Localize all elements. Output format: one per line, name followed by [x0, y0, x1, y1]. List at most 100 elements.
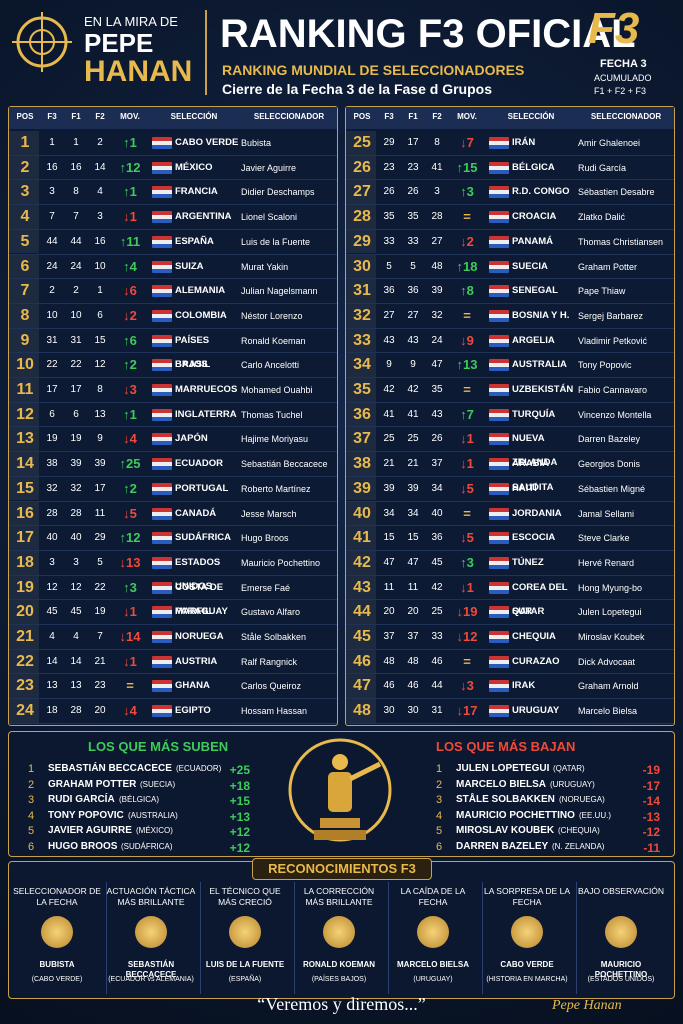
pos: 21	[16, 628, 34, 645]
f3: 43	[383, 334, 395, 346]
f3: 47	[383, 556, 395, 568]
f1: 36	[407, 285, 419, 297]
pos: 39	[353, 479, 371, 497]
row-line	[9, 253, 337, 255]
mover-country: (URUGUAY)	[550, 779, 595, 789]
pos-cell	[346, 303, 376, 328]
mover-country: (N. ZELANDA)	[552, 841, 605, 851]
movement: ↑13	[456, 357, 478, 373]
award-icon	[511, 916, 543, 948]
movement: ↑4	[123, 258, 137, 274]
coach: Graham Potter	[578, 261, 638, 272]
pos-cell	[9, 526, 39, 550]
movement: ↑3	[123, 579, 137, 595]
f1: 32	[70, 482, 82, 494]
column-header: SELECCIONADOR	[590, 112, 662, 121]
coach: Dick Advocaat	[578, 656, 636, 667]
award-title: LA CAÍDA DE LA FECHA	[400, 886, 466, 907]
flag	[489, 186, 509, 199]
f2: 14	[94, 161, 106, 173]
pos-cell	[9, 279, 39, 303]
table-header	[9, 107, 337, 129]
mover-name: GRAHAM POTTER	[48, 778, 137, 790]
row-line	[9, 377, 337, 378]
f3: 17	[46, 384, 58, 395]
f1: 8	[73, 186, 79, 198]
coach: Sergej Barbarez	[578, 310, 644, 321]
f2: 7	[97, 631, 103, 642]
pos: 16	[16, 504, 34, 522]
movement: =	[463, 653, 471, 669]
f3: 27	[383, 309, 395, 321]
coach: Ralf Rangnick	[241, 656, 298, 667]
movement: ↓6	[123, 283, 137, 299]
coach: Hossam Hassan	[241, 706, 308, 717]
coach: Amir Ghalenoei	[578, 138, 641, 148]
f3: 2	[49, 285, 55, 297]
row-line	[346, 475, 674, 477]
row-line	[9, 599, 337, 601]
team: ESTADOS UNIDOS	[175, 556, 221, 592]
f2: 33	[431, 631, 443, 642]
movement: ↑6	[123, 332, 137, 348]
f3: 26	[383, 186, 395, 198]
subtitle: RANKING MUNDIAL DE SELECCIONADORES	[222, 62, 525, 78]
f1: 39	[70, 458, 82, 470]
coach: Ståle Solbakken	[241, 632, 307, 642]
mover-value: +12	[229, 825, 250, 839]
f3: 44	[46, 235, 58, 247]
award-title: LA SORPRESA DE LA FECHA	[484, 886, 570, 907]
row-line	[346, 327, 674, 329]
f2: 19	[94, 606, 106, 618]
f2: 21	[94, 655, 106, 667]
pos: 18	[16, 553, 34, 571]
f2: 45	[431, 556, 443, 568]
mover-value: +12	[229, 840, 250, 855]
award-card	[106, 882, 196, 994]
flag	[152, 705, 172, 718]
team: CROACIA	[512, 211, 557, 223]
movement: =	[463, 505, 471, 521]
pos-cell	[9, 427, 39, 452]
f2: 35	[431, 384, 443, 395]
award-name: BUBISTA	[39, 960, 75, 969]
flag	[489, 137, 509, 149]
f1: 26	[407, 186, 419, 198]
flag	[152, 655, 172, 668]
f1: 30	[407, 705, 419, 717]
f1: 22	[70, 359, 82, 371]
coach: Emerse Faé	[241, 582, 291, 593]
team: COREA DEL SUR	[512, 581, 568, 617]
f1: 2	[73, 285, 79, 297]
row-line	[9, 574, 337, 576]
team: QATAR	[512, 606, 545, 618]
award-note: (ESTADOS UNIDOS)	[587, 976, 655, 983]
mover-name: JULEN LOPETEGUI	[456, 763, 550, 774]
f2: 47	[431, 359, 443, 371]
mover-rank: 4	[28, 809, 35, 822]
f1: 25	[407, 433, 419, 445]
mover-value: +15	[229, 794, 250, 808]
f2: 48	[431, 260, 443, 272]
f3: 25	[383, 433, 395, 445]
team: SUECIA	[512, 260, 548, 272]
pos: 9	[20, 331, 30, 349]
f2: 31	[431, 705, 443, 717]
column-header: F1	[408, 112, 418, 121]
flag	[489, 705, 509, 718]
team: ESPAÑA	[175, 235, 214, 247]
row-line	[346, 401, 674, 403]
pos-cell	[346, 476, 376, 501]
f2: 37	[431, 458, 443, 470]
row-line	[346, 179, 674, 181]
f1: 13	[70, 680, 82, 692]
pos: 43	[353, 578, 371, 596]
mover-rank: 4	[436, 809, 443, 822]
pos: 28	[353, 208, 371, 226]
f2: 39	[94, 458, 106, 470]
movement: ↓9	[460, 332, 474, 348]
mover-rank: 1	[436, 763, 443, 775]
row-line	[9, 475, 337, 477]
flag	[489, 408, 509, 421]
row-line	[9, 426, 337, 428]
